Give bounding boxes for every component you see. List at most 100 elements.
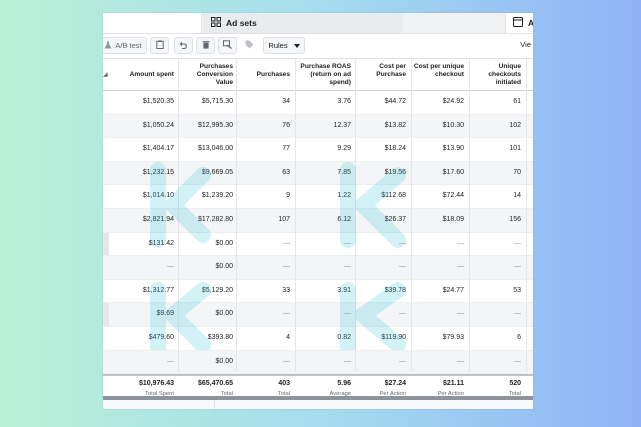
total-label: Per Action xyxy=(437,391,464,398)
table-cell: — xyxy=(514,357,521,365)
table-row[interactable]: $9.69 $0.00 — — — — — xyxy=(103,303,533,327)
table-cell: $131.42 xyxy=(148,239,174,247)
table-cell: $10.30 xyxy=(442,121,464,129)
export-icon xyxy=(223,40,232,51)
table-row[interactable]: $1,014.10 $1,239.20 9 1.22 $112.68 $72.44 14 xyxy=(103,185,533,209)
table-cell: 156 xyxy=(509,215,521,223)
chevron-down-icon xyxy=(293,41,300,50)
column-divider[interactable] xyxy=(411,58,412,373)
table-body: $1,520.35 $5,715.30 34 3.76 $44.72 $24.92 61 $1… xyxy=(103,91,533,375)
preview-button[interactable] xyxy=(218,37,237,54)
tab-ad-sets[interactable]: Ad sets xyxy=(203,13,403,33)
table-row[interactable]: $1,312.77 $5,129.20 33 3.91 $39.78 $24.77 53 xyxy=(103,280,533,304)
column-header[interactable]: Unique checkouts initiated xyxy=(488,63,521,86)
table-row[interactable]: $1,520.35 $5,715.30 34 3.76 $44.72 $24.92 61 xyxy=(103,91,533,115)
grid-icon xyxy=(211,17,221,29)
tag-button[interactable] xyxy=(240,37,259,54)
table-cell: $1,014.10 xyxy=(142,192,174,200)
table-cell: $119.90 xyxy=(381,333,406,341)
table-cell: — xyxy=(457,310,464,318)
table-cell: 9.29 xyxy=(337,145,351,153)
table-row[interactable]: $131.42 $0.00 — — — — — xyxy=(103,232,533,257)
column-header[interactable]: Cost per Purchase xyxy=(376,63,406,78)
table-cell: — xyxy=(514,310,521,318)
column-header[interactable]: Purchase ROAS (return on ad spend) xyxy=(300,63,351,86)
table-cell: $1,050.24 xyxy=(142,121,174,129)
table-cell: $5,715.30 xyxy=(201,98,233,105)
table-row[interactable]: $1,050.24 $12,995.30 76 12.37 $13.82 $10.30 10… xyxy=(103,114,533,139)
table-cell: $79.93 xyxy=(442,333,464,341)
table-cell: $24.92 xyxy=(442,98,464,105)
horizontal-scrollbar[interactable] xyxy=(103,396,533,400)
table-row[interactable]: $1,232.15 $9,669.05 63 7.85 $19.56 $17.60 70 xyxy=(103,161,533,186)
table-cell: $1,239.20 xyxy=(201,192,233,200)
table-cell: 12.37 xyxy=(333,121,351,129)
table-cell: $1,232.15 xyxy=(142,168,174,176)
table-row[interactable]: $1,404.17 $13,046.00 77 9.29 $18.24 $13.90 101 xyxy=(103,138,533,162)
table-cell: $0.00 xyxy=(215,357,233,365)
table-cell: — xyxy=(399,357,406,365)
level-tabs: Ad sets Ad xyxy=(103,13,533,34)
delete-button[interactable] xyxy=(196,37,215,54)
ads-manager-window: Ad sets Ad A/B test xyxy=(103,13,533,409)
tab-ads-label: Ad xyxy=(528,18,533,28)
tab-ads[interactable]: Ad xyxy=(505,13,533,33)
column-divider[interactable] xyxy=(469,58,470,373)
table-cell: $5,129.20 xyxy=(201,286,233,294)
table-cell: 33 xyxy=(282,286,290,294)
column-divider[interactable] xyxy=(526,58,527,373)
total-label: Total xyxy=(220,391,233,398)
table-cell: 70 xyxy=(513,168,521,176)
column-divider[interactable] xyxy=(236,58,237,373)
table-cell: $9.69 xyxy=(156,310,174,318)
rules-dropdown[interactable]: Rules xyxy=(263,37,305,54)
table-cell: $2,821.94 xyxy=(142,215,174,223)
total-value: 5.96 xyxy=(337,380,351,388)
table-cell: $1,312.77 xyxy=(142,286,174,294)
table-cell: 76 xyxy=(282,121,290,129)
table-row[interactable]: — $0.00 — — — — — xyxy=(103,350,533,375)
undo-icon xyxy=(179,41,188,51)
table-cell: — xyxy=(399,310,406,318)
column-header[interactable]: Cost per unique checkout xyxy=(413,63,464,78)
table-cell: $72.44 xyxy=(442,192,464,200)
table-cell: — xyxy=(457,239,464,247)
table-cell: $17.60 xyxy=(442,168,464,176)
table-cell: $18.24 xyxy=(384,145,406,153)
column-divider[interactable] xyxy=(355,58,356,373)
sort-handle[interactable]: ◢ xyxy=(103,72,108,78)
ab-test-label: A/B test xyxy=(115,41,142,50)
table-cell: $9,669.05 xyxy=(201,168,233,176)
ab-test-button[interactable]: A/B test xyxy=(103,37,147,54)
table-cell: $0.00 xyxy=(215,239,233,247)
tag-icon xyxy=(245,40,254,51)
table-cell: — xyxy=(457,357,464,365)
table-row[interactable]: — $0.00 — — — — — xyxy=(103,256,533,280)
column-divider[interactable] xyxy=(295,58,296,373)
table-cell: — xyxy=(399,263,406,271)
report-button[interactable] xyxy=(150,37,169,54)
total-label: Total Spent xyxy=(144,391,174,398)
table-cell: 4 xyxy=(286,333,290,341)
table-cell: $393.80 xyxy=(207,333,233,341)
column-header[interactable]: Purchases Conversion Value xyxy=(196,63,233,86)
table-cell: 61 xyxy=(513,98,521,105)
column-header[interactable]: Amount spent xyxy=(129,71,174,78)
column-header[interactable]: Purchases xyxy=(256,71,290,78)
total-label: Total xyxy=(508,391,521,398)
table-row[interactable]: $2,821.94 $17,282.80 107 6.12 $26.37 $18.09 15… xyxy=(103,208,533,233)
view-setup-link[interactable]: Vie xyxy=(520,40,531,49)
ads-table: ◢ Amount spent Purchases Conversion Value… xyxy=(103,58,533,407)
total-label: Per Action xyxy=(379,391,406,398)
table-cell: $18.09 xyxy=(442,215,464,223)
table-cell: $44.72 xyxy=(384,98,406,105)
table-cell: — xyxy=(167,263,174,271)
table-cell: — xyxy=(457,263,464,271)
table-cell: 14 xyxy=(513,192,521,200)
table-cell: 63 xyxy=(282,168,290,176)
table-row[interactable]: $479.60 $393.80 4 0.82 $119.90 $79.93 6 xyxy=(103,327,533,351)
undo-button[interactable] xyxy=(174,37,193,54)
tab-campaigns[interactable] xyxy=(103,13,202,33)
table-cell: — xyxy=(283,239,290,247)
column-divider[interactable] xyxy=(178,58,179,373)
